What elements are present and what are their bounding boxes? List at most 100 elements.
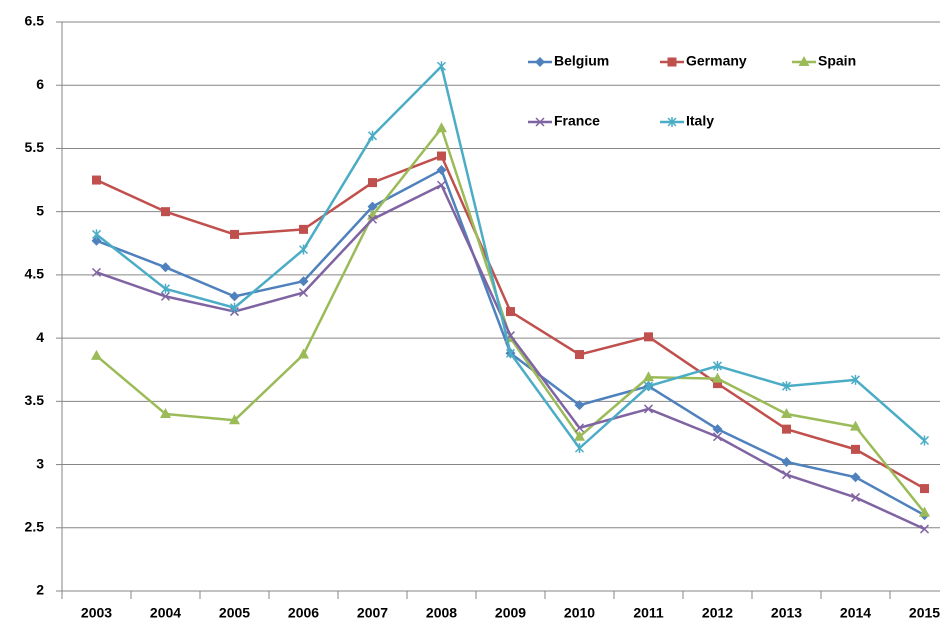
marker: [298, 244, 309, 255]
series-line: [96, 168, 926, 517]
marker: [850, 492, 861, 502]
legend-entry: Germany: [660, 53, 747, 69]
legend-label: Germany: [686, 53, 747, 69]
marker: [782, 424, 791, 434]
marker: [712, 432, 723, 442]
marker: [781, 470, 792, 480]
marker: [643, 381, 654, 392]
marker: [436, 61, 447, 72]
series-line: [95, 154, 926, 490]
x-tick-label: 2013: [771, 605, 802, 621]
marker: [712, 360, 723, 371]
marker: [919, 524, 930, 534]
marker: [712, 424, 723, 435]
legend-entry: France: [528, 113, 600, 129]
x-tick-label: 2012: [702, 605, 733, 621]
y-tick-label: 5.5: [25, 139, 45, 155]
marker: [160, 262, 171, 273]
series: [91, 164, 930, 521]
marker: [436, 164, 447, 175]
marker: [644, 332, 653, 342]
marker: [713, 379, 722, 389]
marker: [919, 435, 930, 446]
x-tick-label: 2011: [633, 605, 664, 621]
marker: [919, 506, 930, 517]
marker: [91, 349, 102, 360]
marker: [298, 276, 309, 287]
legend-label: Belgium: [554, 53, 609, 69]
marker: [367, 201, 378, 212]
marker: [91, 235, 102, 246]
marker: [160, 283, 171, 294]
marker: [230, 229, 239, 239]
marker: [643, 404, 654, 414]
marker: [850, 472, 861, 483]
y-tick-label: 2: [36, 582, 44, 598]
marker: [436, 122, 447, 133]
marker: [229, 302, 240, 313]
marker: [535, 117, 545, 127]
x-tick-label: 2007: [357, 605, 388, 621]
y-tick-label: 6: [36, 76, 44, 92]
marker: [506, 307, 515, 317]
marker: [575, 350, 584, 360]
y-tick-label: 4: [36, 329, 44, 345]
marker: [712, 372, 723, 383]
y-tick-label: 4.5: [25, 266, 45, 282]
x-tick-label: 2009: [495, 605, 526, 621]
y-tick-label: 5: [36, 202, 44, 218]
marker: [367, 214, 378, 224]
legend-entry: Belgium: [528, 53, 609, 69]
x-tick-label: 2010: [564, 605, 595, 621]
x-tick-label: 2005: [219, 605, 250, 621]
marker: [298, 288, 309, 298]
marker: [850, 374, 861, 385]
marker: [798, 56, 810, 66]
series: [91, 122, 930, 517]
legend-label: Spain: [818, 53, 856, 69]
series: [92, 151, 929, 494]
legend-entry: Italy: [660, 113, 714, 129]
y-tick-label: 3: [36, 455, 44, 471]
x-tick-label: 2006: [288, 605, 319, 621]
marker: [160, 291, 171, 301]
marker: [574, 400, 585, 411]
x-tick-label: 2008: [426, 605, 457, 621]
marker: [160, 407, 171, 418]
marker: [437, 151, 446, 161]
marker: [574, 443, 585, 454]
y-tick-label: 2.5: [25, 518, 45, 534]
marker: [92, 175, 101, 185]
marker: [368, 178, 377, 188]
marker: [91, 267, 102, 277]
marker: [851, 444, 860, 454]
x-tick-label: 2014: [840, 605, 871, 621]
series-line: [95, 65, 926, 450]
marker: [850, 420, 861, 431]
legend-label: Italy: [686, 113, 714, 129]
marker: [781, 457, 792, 468]
marker: [91, 229, 102, 240]
marker: [298, 348, 309, 359]
marker: [781, 407, 792, 418]
marker: [505, 348, 516, 359]
marker: [574, 423, 585, 433]
marker: [920, 484, 929, 494]
marker: [229, 414, 240, 425]
marker: [781, 381, 792, 392]
marker: [667, 117, 677, 127]
marker: [229, 291, 240, 302]
marker: [535, 57, 545, 67]
series-line: [95, 126, 926, 514]
marker: [436, 180, 447, 190]
x-tick-label: 2003: [81, 605, 112, 621]
x-tick-label: 2004: [150, 605, 181, 621]
legend-label: France: [554, 113, 600, 129]
marker: [574, 430, 585, 441]
marker: [161, 207, 170, 217]
marker: [643, 371, 654, 382]
y-tick-label: 3.5: [25, 392, 45, 408]
x-tick-label: 2015: [909, 605, 940, 621]
